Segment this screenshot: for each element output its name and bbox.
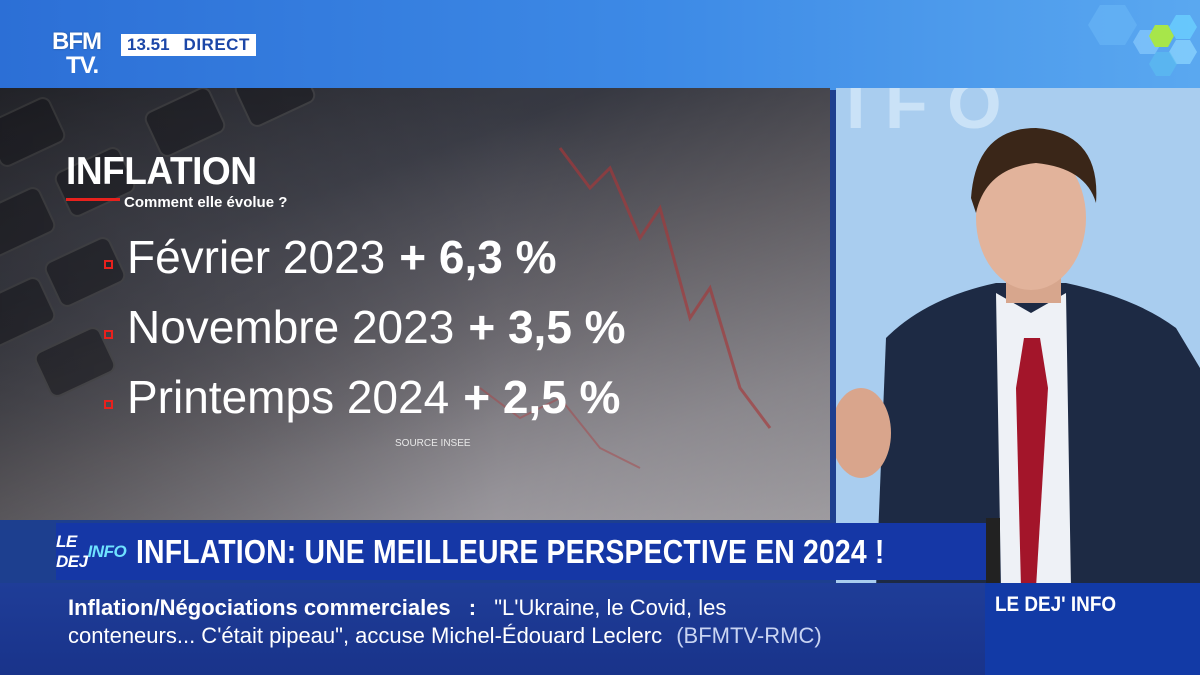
row-period: Printemps 2024 (127, 371, 450, 423)
news-ticker: Inflation/Négociations commerciales : "L… (0, 583, 985, 675)
hexagon-decoration-icon (1088, 5, 1197, 76)
row-period: Novembre 2023 (127, 301, 455, 353)
headline-bar: LE DEJ INFO INFLATION: UNE MEILLEURE PER… (56, 523, 986, 580)
ticker-brand-label: LE DEJ' INFO (995, 593, 1117, 616)
clock-time: 13.51 (127, 35, 170, 54)
inflation-row: Février 2023 + 6,3 % (104, 230, 557, 284)
row-value: + 6,3 % (399, 231, 557, 283)
ticker-line-2: conteneurs... C'était pipeau", accuse Mi… (68, 623, 822, 649)
show-logo: LE DEJ INFO (56, 523, 127, 580)
live-label: DIRECT (183, 35, 250, 54)
headline-text: INFLATION: UNE MEILLEURE PERSPECTIVE EN … (136, 532, 885, 570)
row-period: Février 2023 (127, 231, 386, 283)
ticker-line-1: Inflation/Négociations commerciales : "L… (68, 595, 726, 621)
presenter-image: I F O (836, 88, 1200, 588)
ticker-quote-end: conteneurs... C'était pipeau", accuse Mi… (68, 623, 663, 648)
show-logo-part1: LE DEJ (56, 531, 88, 571)
ticker-topic: Inflation/Négociations commerciales (68, 595, 451, 620)
square-bullet-icon (104, 399, 113, 409)
graphic-title: INFLATION (66, 150, 257, 193)
ticker-brand: LE DEJ' INFO (985, 583, 1200, 675)
ticker-separator: : (468, 595, 477, 620)
ticker-source: (BFMTV-RMC) (676, 623, 822, 648)
svg-text:I F O: I F O (846, 88, 1002, 143)
studio-presenter-view: I F O (836, 88, 1200, 588)
show-logo-part2: INFO (87, 541, 127, 561)
square-bullet-icon (104, 259, 113, 269)
live-indicator: 13.51 DIRECT (121, 34, 256, 56)
title-underline (66, 198, 120, 201)
logo-text-bfm: BFM (52, 28, 102, 55)
inflation-row: Printemps 2024 + 2,5 % (104, 370, 620, 424)
row-value: + 3,5 % (468, 301, 626, 353)
source-label: SOURCE INSEE (395, 438, 471, 449)
logo-text-tv: TV. (66, 52, 99, 79)
inflation-row: Novembre 2023 + 3,5 % (104, 300, 626, 354)
graphic-subtitle: Comment elle évolue ? (124, 194, 288, 211)
channel-logo: BFM TV. (52, 30, 116, 86)
ticker-quote-start: "L'Ukraine, le Covid, les (494, 595, 727, 620)
row-value: + 2,5 % (463, 371, 621, 423)
inflation-graphic: INFLATION Comment elle évolue ? Février … (0, 88, 830, 520)
square-bullet-icon (104, 329, 113, 339)
